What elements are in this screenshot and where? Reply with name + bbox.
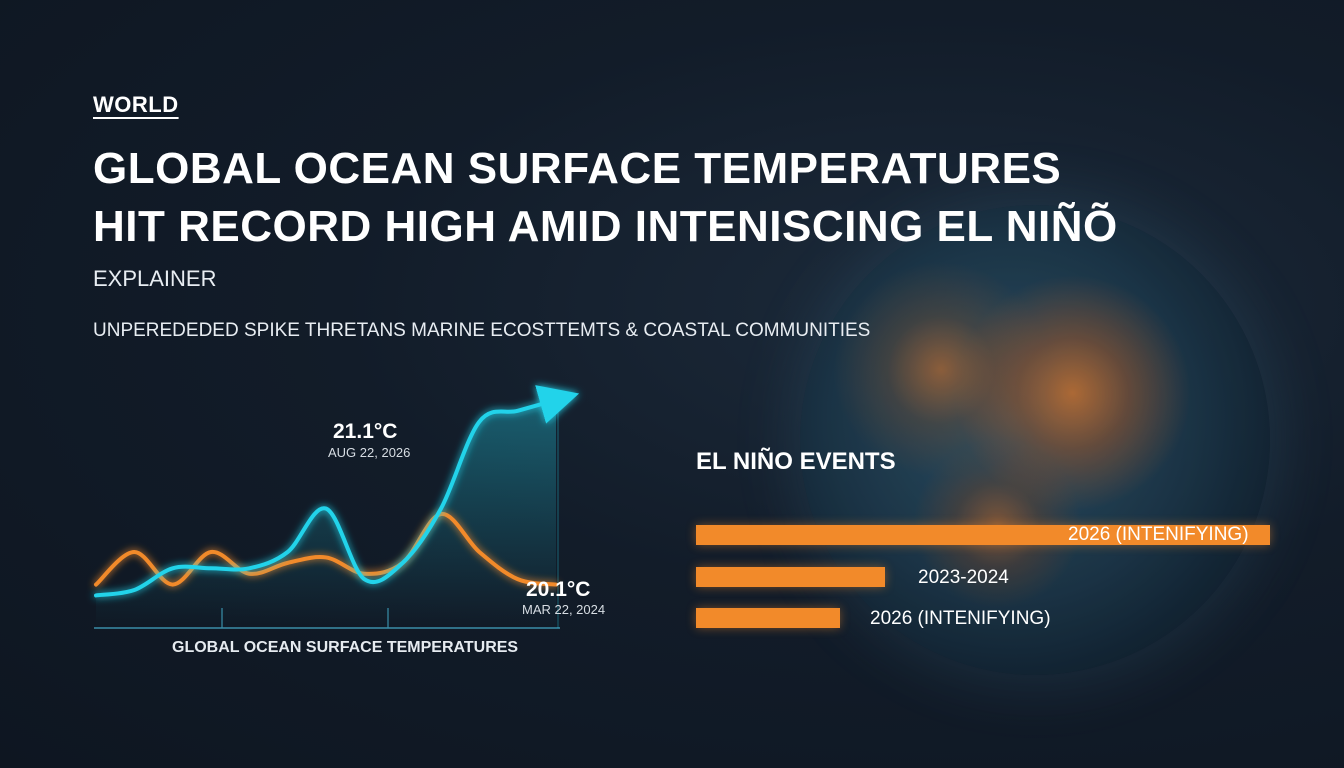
orange-series-line <box>94 512 558 587</box>
event-bar-label-3: 2026 (INTENIFYING) <box>870 608 1051 629</box>
end-annotation-date: MAR 22, 2024 <box>522 602 606 617</box>
subheadline: UNPEREDEDED SPIKE THRETANS MARINE ECOSTT… <box>93 320 871 341</box>
event-bar-label-1: 2026 (INTENIFYING) <box>1068 524 1249 545</box>
peak-annotation-date: AUG 22, 2026 <box>328 445 411 460</box>
section-tag[interactable]: WORLD <box>93 92 179 117</box>
cyan-series-area <box>96 400 556 628</box>
kicker: EXPLAINER <box>93 266 217 291</box>
event-bar-label-2: 2023-2024 <box>918 567 1009 588</box>
earth-globe-image <box>800 205 1270 675</box>
event-bar-2026-second <box>696 608 840 628</box>
headline-line-2: HIT RECORD HIGH AMID INTENISCING EL NIÑÕ <box>93 202 1118 251</box>
event-bar-2026 <box>696 525 1270 545</box>
headline-line-1: GLOBAL OCEAN SURFACE TEMPERATURES <box>93 144 1062 193</box>
headline: GLOBAL OCEAN SURFACE TEMPERATURES HIT RE… <box>93 140 1293 256</box>
event-bar-2023-2024 <box>696 567 886 587</box>
chart-x-label: GLOBAL OCEAN SURFACE TEMPERATURES <box>172 639 519 656</box>
end-annotation-value: 20.1°C <box>526 578 591 601</box>
cyan-series-line <box>94 385 580 598</box>
events-chart-title: EL NIÑO EVENTS <box>696 448 896 475</box>
peak-annotation-value: 21.1°C <box>333 420 398 443</box>
